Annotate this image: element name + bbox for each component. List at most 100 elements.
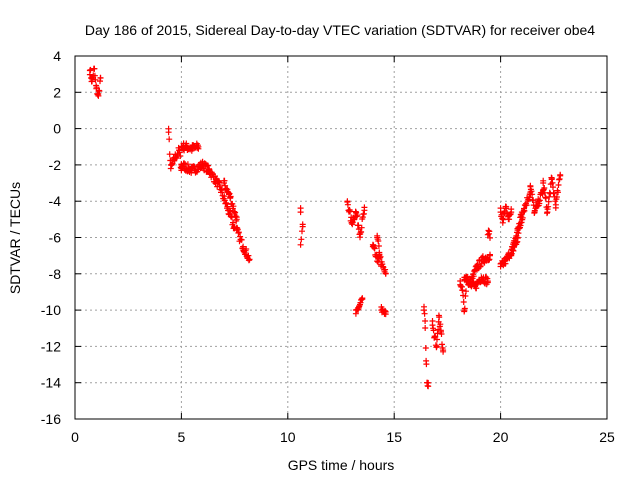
data-point	[235, 229, 242, 236]
x-tick-label: 5	[178, 429, 186, 445]
data-point	[354, 212, 361, 219]
data-point	[486, 228, 493, 235]
data-point	[556, 176, 563, 182]
data-point	[347, 208, 354, 215]
data-point	[299, 221, 306, 228]
data-point	[460, 299, 467, 305]
data-point	[87, 66, 94, 73]
data-point	[177, 153, 184, 159]
data-point	[529, 191, 536, 198]
y-axis-label: SDTVAR / TECUs	[7, 182, 23, 294]
x-tick-label: 0	[71, 429, 79, 445]
data-point	[514, 235, 521, 241]
data-point	[521, 207, 528, 214]
data-point	[360, 210, 367, 217]
y-tick-label: -12	[41, 338, 61, 354]
data-point	[422, 318, 429, 324]
data-point	[243, 246, 250, 252]
data-point	[518, 219, 525, 226]
data-point	[96, 88, 103, 94]
data-point	[230, 203, 237, 210]
data-point	[485, 227, 492, 234]
data-point	[434, 336, 440, 343]
data-point	[382, 270, 389, 277]
data-point	[430, 327, 437, 334]
data-point	[299, 228, 305, 235]
data-point	[502, 260, 509, 267]
data-point	[551, 190, 558, 197]
data-point	[545, 203, 552, 210]
data-point	[181, 160, 188, 167]
data-point	[536, 197, 543, 204]
y-tick-label: 4	[53, 48, 61, 64]
grid	[75, 56, 607, 419]
data-point	[298, 236, 305, 243]
data-point	[233, 214, 240, 221]
data-point	[230, 219, 236, 226]
x-tick-label: 25	[599, 429, 615, 445]
data-point	[344, 201, 351, 208]
y-tick-label: -8	[49, 266, 62, 282]
data-point	[297, 205, 304, 212]
data-point	[436, 314, 443, 321]
data-point	[425, 379, 432, 386]
data-point	[487, 234, 493, 241]
data-point	[473, 285, 480, 292]
y-tick-label: 0	[53, 121, 61, 137]
y-tick-label: -10	[41, 302, 61, 318]
data-point	[523, 202, 530, 209]
data-point	[484, 279, 491, 286]
data-point	[97, 75, 104, 81]
data-point	[382, 311, 389, 318]
data-point	[487, 251, 493, 258]
x-tick-label: 10	[280, 429, 296, 445]
x-tick-label: 15	[386, 429, 402, 445]
data-point	[377, 253, 384, 260]
data-point	[497, 205, 504, 212]
y-tick-label: -2	[49, 157, 62, 173]
data-points	[86, 65, 564, 390]
data-point	[555, 182, 562, 188]
data-point	[297, 241, 304, 248]
data-point	[371, 245, 378, 252]
data-point	[519, 214, 526, 221]
data-point	[91, 65, 98, 72]
data-point	[246, 256, 253, 263]
data-point	[184, 161, 191, 168]
data-point	[219, 187, 226, 194]
data-point	[463, 288, 469, 295]
data-point	[423, 361, 430, 368]
data-point	[238, 236, 245, 243]
x-tick-label: 20	[493, 429, 509, 445]
data-point	[166, 136, 173, 143]
data-point	[553, 194, 560, 200]
y-tick-label: 2	[53, 84, 61, 100]
data-point	[484, 231, 491, 238]
data-point	[557, 171, 564, 178]
data-point	[421, 310, 428, 317]
data-point	[358, 224, 365, 231]
data-point	[503, 203, 510, 210]
data-point	[361, 204, 368, 211]
data-point	[459, 287, 466, 294]
data-point	[550, 184, 556, 191]
data-point	[165, 125, 172, 132]
data-point	[94, 91, 101, 98]
data-point	[540, 177, 547, 184]
data-point	[461, 305, 468, 312]
data-point	[195, 145, 202, 152]
y-tick-label: -14	[41, 375, 61, 391]
data-point	[92, 76, 99, 83]
data-point	[542, 195, 549, 202]
data-point	[422, 325, 429, 331]
data-point	[440, 347, 447, 354]
data-point	[422, 345, 429, 351]
plot-frame	[74, 55, 608, 420]
data-point	[227, 193, 234, 200]
data-point	[433, 344, 440, 351]
data-point	[93, 84, 100, 91]
x-axis-label: GPS time / hours	[288, 457, 395, 473]
y-tick-label: -16	[41, 411, 61, 427]
